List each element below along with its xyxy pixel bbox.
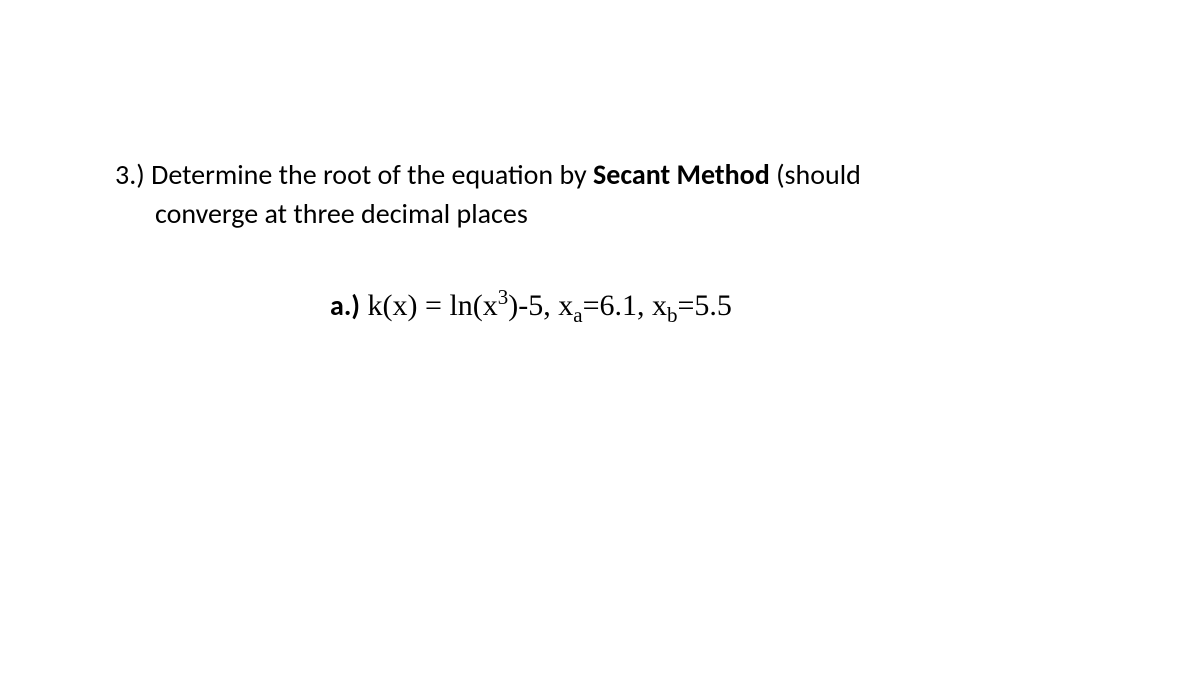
part-label: a.) <box>330 288 360 323</box>
instruction-text-2: (should <box>770 157 861 192</box>
instruction-line-1: 3.) Determine the root of the equation b… <box>115 155 1085 194</box>
instruction-text-3: converge at three decimal places <box>155 196 528 231</box>
xb-var: x <box>652 289 667 322</box>
xb-val: =5.5 <box>678 289 732 322</box>
equals-sign: = <box>418 289 450 322</box>
xa-val: =6.1, <box>583 289 652 322</box>
equation-math: k(x) = ln(x3)-5, xa=6.1, xb=5.5 <box>368 289 732 322</box>
problem-content: 3.) Determine the root of the equation b… <box>115 155 1085 323</box>
func-name: k(x) <box>368 289 418 322</box>
ln-close: )-5, <box>508 289 558 322</box>
method-name: Secant Method <box>593 157 770 192</box>
ln-open: ln(x <box>449 289 497 322</box>
equation-block: a.) k(x) = ln(x3)-5, xa=6.1, xb=5.5 <box>330 288 1085 323</box>
problem-number: 3.) <box>115 157 145 192</box>
xa-sub: a <box>573 303 582 327</box>
xa-var: x <box>558 289 573 322</box>
exponent: 3 <box>498 285 509 309</box>
instruction-line-2: converge at three decimal places <box>155 194 1085 233</box>
xb-sub: b <box>667 303 678 327</box>
instruction-text-1: Determine the root of the equation by <box>151 157 593 192</box>
